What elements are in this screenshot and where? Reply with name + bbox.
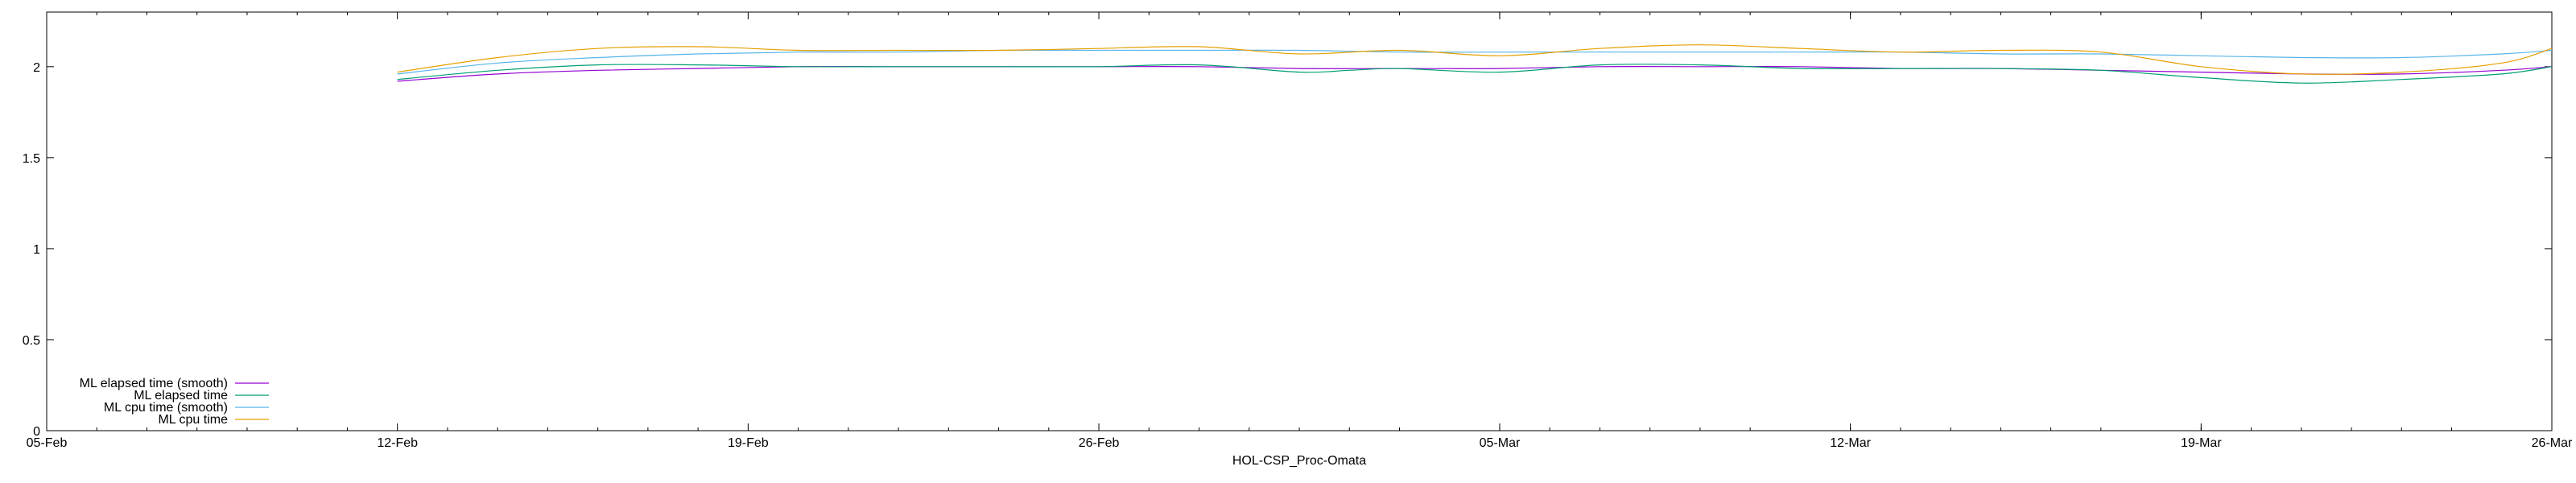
- x-axis: 05-Feb 12-Feb 19-Feb 26-Feb 05-Mar 12-Mar 19-M…: [27, 12, 2573, 450]
- plot-frame: [46, 11, 2553, 431]
- legend-label: ML cpu time: [158, 413, 228, 427]
- x-tick-label: 12-Mar: [1830, 436, 1871, 450]
- legend-label: ML cpu time (smooth): [104, 401, 228, 415]
- x-tick-label: 19-Mar: [2181, 436, 2222, 450]
- x-tick-label: 05-Feb: [27, 436, 68, 450]
- x-tick-label: 05-Mar: [1480, 436, 1521, 450]
- series-line-3: [397, 49, 2553, 75]
- series-line-4: [397, 44, 2553, 75]
- series-line-1: [397, 66, 2553, 82]
- y-tick-label: 0.5: [23, 334, 40, 348]
- legend: ML elapsed time (smooth)ML elapsed timeM…: [80, 377, 269, 427]
- y-axis: 0 0.5 1 1.5 2: [23, 61, 2552, 439]
- x-tick-label: 26-Mar: [2532, 436, 2573, 450]
- x-axis-title: HOL-CSP_Proc-Omata: [1232, 454, 1366, 468]
- legend-label: ML elapsed time (smooth): [80, 377, 228, 390]
- y-tick-label: 1: [33, 243, 40, 257]
- y-tick-label: 1.5: [23, 152, 40, 166]
- x-tick-label: 12-Feb: [377, 436, 418, 450]
- x-minor-ticks: [96, 12, 2453, 431]
- x-tick-label: 19-Feb: [728, 436, 769, 450]
- legend-label: ML elapsed time: [134, 389, 228, 402]
- y-tick-label: 2: [33, 61, 40, 75]
- series-layer: [397, 44, 2553, 84]
- x-tick-label: 26-Feb: [1079, 436, 1120, 450]
- series-line-2: [397, 64, 2553, 84]
- y-tick-label: 0: [33, 425, 40, 439]
